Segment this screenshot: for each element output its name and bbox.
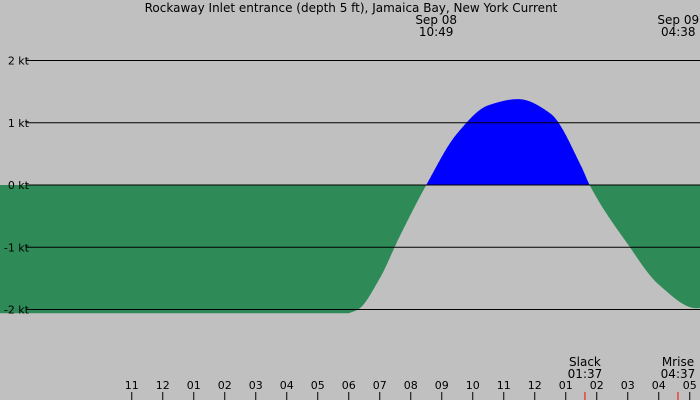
event-time-label: 04:38 bbox=[661, 25, 696, 39]
hour-tick-label: 02 bbox=[590, 379, 604, 392]
hour-tick-label: 11 bbox=[125, 379, 139, 392]
gridlines bbox=[26, 60, 700, 310]
hour-tick-label: 07 bbox=[373, 379, 387, 392]
hour-tick-label: 12 bbox=[528, 379, 542, 392]
y-tick-label: -2 kt bbox=[4, 304, 30, 317]
hour-tick-label: 04 bbox=[280, 379, 294, 392]
hour-axis: 1112010203040506070809101112010203040506… bbox=[125, 379, 697, 400]
event-date-label: Sep 08 bbox=[415, 13, 457, 27]
hour-tick-label: 12 bbox=[156, 379, 170, 392]
hour-tick-label: 05 bbox=[311, 379, 325, 392]
hour-tick-label: 08 bbox=[404, 379, 418, 392]
hour-tick-label: 02 bbox=[218, 379, 232, 392]
hour-tick-label: 06 bbox=[342, 379, 356, 392]
y-axis-labels: 2 kt 1 kt 0 kt -1 kt -2 kt bbox=[4, 55, 30, 317]
y-tick-label: -1 kt bbox=[4, 241, 30, 254]
hour-tick-label: 01 bbox=[559, 379, 573, 392]
ebb-area-1 bbox=[589, 185, 700, 309]
y-tick-label: 1 kt bbox=[8, 117, 30, 130]
event-name-label: Slack bbox=[569, 355, 601, 369]
y-tick-label: 2 kt bbox=[8, 55, 30, 68]
hour-tick-label: 03 bbox=[249, 379, 263, 392]
hour-tick-label: 11 bbox=[497, 379, 511, 392]
ebb-area-0 bbox=[0, 185, 427, 314]
hour-tick-label: 09 bbox=[435, 379, 449, 392]
y-tick-label: 0 kt bbox=[8, 179, 30, 192]
event-time-label: 01:37 bbox=[568, 367, 603, 381]
hour-tick-label: 01 bbox=[187, 379, 201, 392]
event-date-label: Sep 09 bbox=[657, 13, 699, 27]
hour-tick-label: 10 bbox=[466, 379, 480, 392]
event-time-label: 10:49 bbox=[419, 25, 454, 39]
event-name-label: Mrise bbox=[662, 355, 694, 369]
hour-tick-label: 04 bbox=[652, 379, 666, 392]
bottom-event-labels: Slack01:37Mrise04:37Slack07:30Slack13:48… bbox=[568, 355, 696, 381]
hour-tick-label: 03 bbox=[621, 379, 635, 392]
hour-tick-label: 05 bbox=[683, 379, 697, 392]
flood-area-0 bbox=[426, 99, 590, 185]
chart-title: Rockaway Inlet entrance (depth 5 ft), Ja… bbox=[145, 1, 558, 15]
current-area-layer bbox=[0, 99, 700, 314]
event-time-label: 04:37 bbox=[661, 367, 696, 381]
